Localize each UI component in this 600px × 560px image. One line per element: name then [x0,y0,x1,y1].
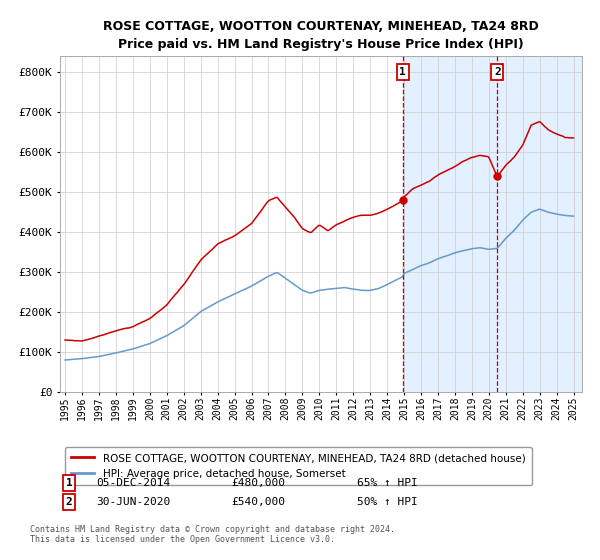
Text: 1: 1 [65,478,73,488]
Text: 30-JUN-2020: 30-JUN-2020 [96,497,170,507]
Text: £480,000: £480,000 [231,478,285,488]
Text: 2: 2 [494,67,500,77]
Title: ROSE COTTAGE, WOOTTON COURTENAY, MINEHEAD, TA24 8RD
Price paid vs. HM Land Regis: ROSE COTTAGE, WOOTTON COURTENAY, MINEHEA… [103,20,539,50]
Text: 1: 1 [400,67,406,77]
Text: 05-DEC-2014: 05-DEC-2014 [96,478,170,488]
Bar [403,56,582,392]
Text: This data is licensed under the Open Government Licence v3.0.: This data is licensed under the Open Gov… [30,534,335,544]
Text: 50% ↑ HPI: 50% ↑ HPI [357,497,418,507]
Text: £540,000: £540,000 [231,497,285,507]
Text: Contains HM Land Registry data © Crown copyright and database right 2024.: Contains HM Land Registry data © Crown c… [30,525,395,534]
Text: 65% ↑ HPI: 65% ↑ HPI [357,478,418,488]
Text: 2: 2 [65,497,73,507]
Legend: ROSE COTTAGE, WOOTTON COURTENAY, MINEHEAD, TA24 8RD (detached house), HPI: Avera: ROSE COTTAGE, WOOTTON COURTENAY, MINEHEA… [65,447,532,486]
